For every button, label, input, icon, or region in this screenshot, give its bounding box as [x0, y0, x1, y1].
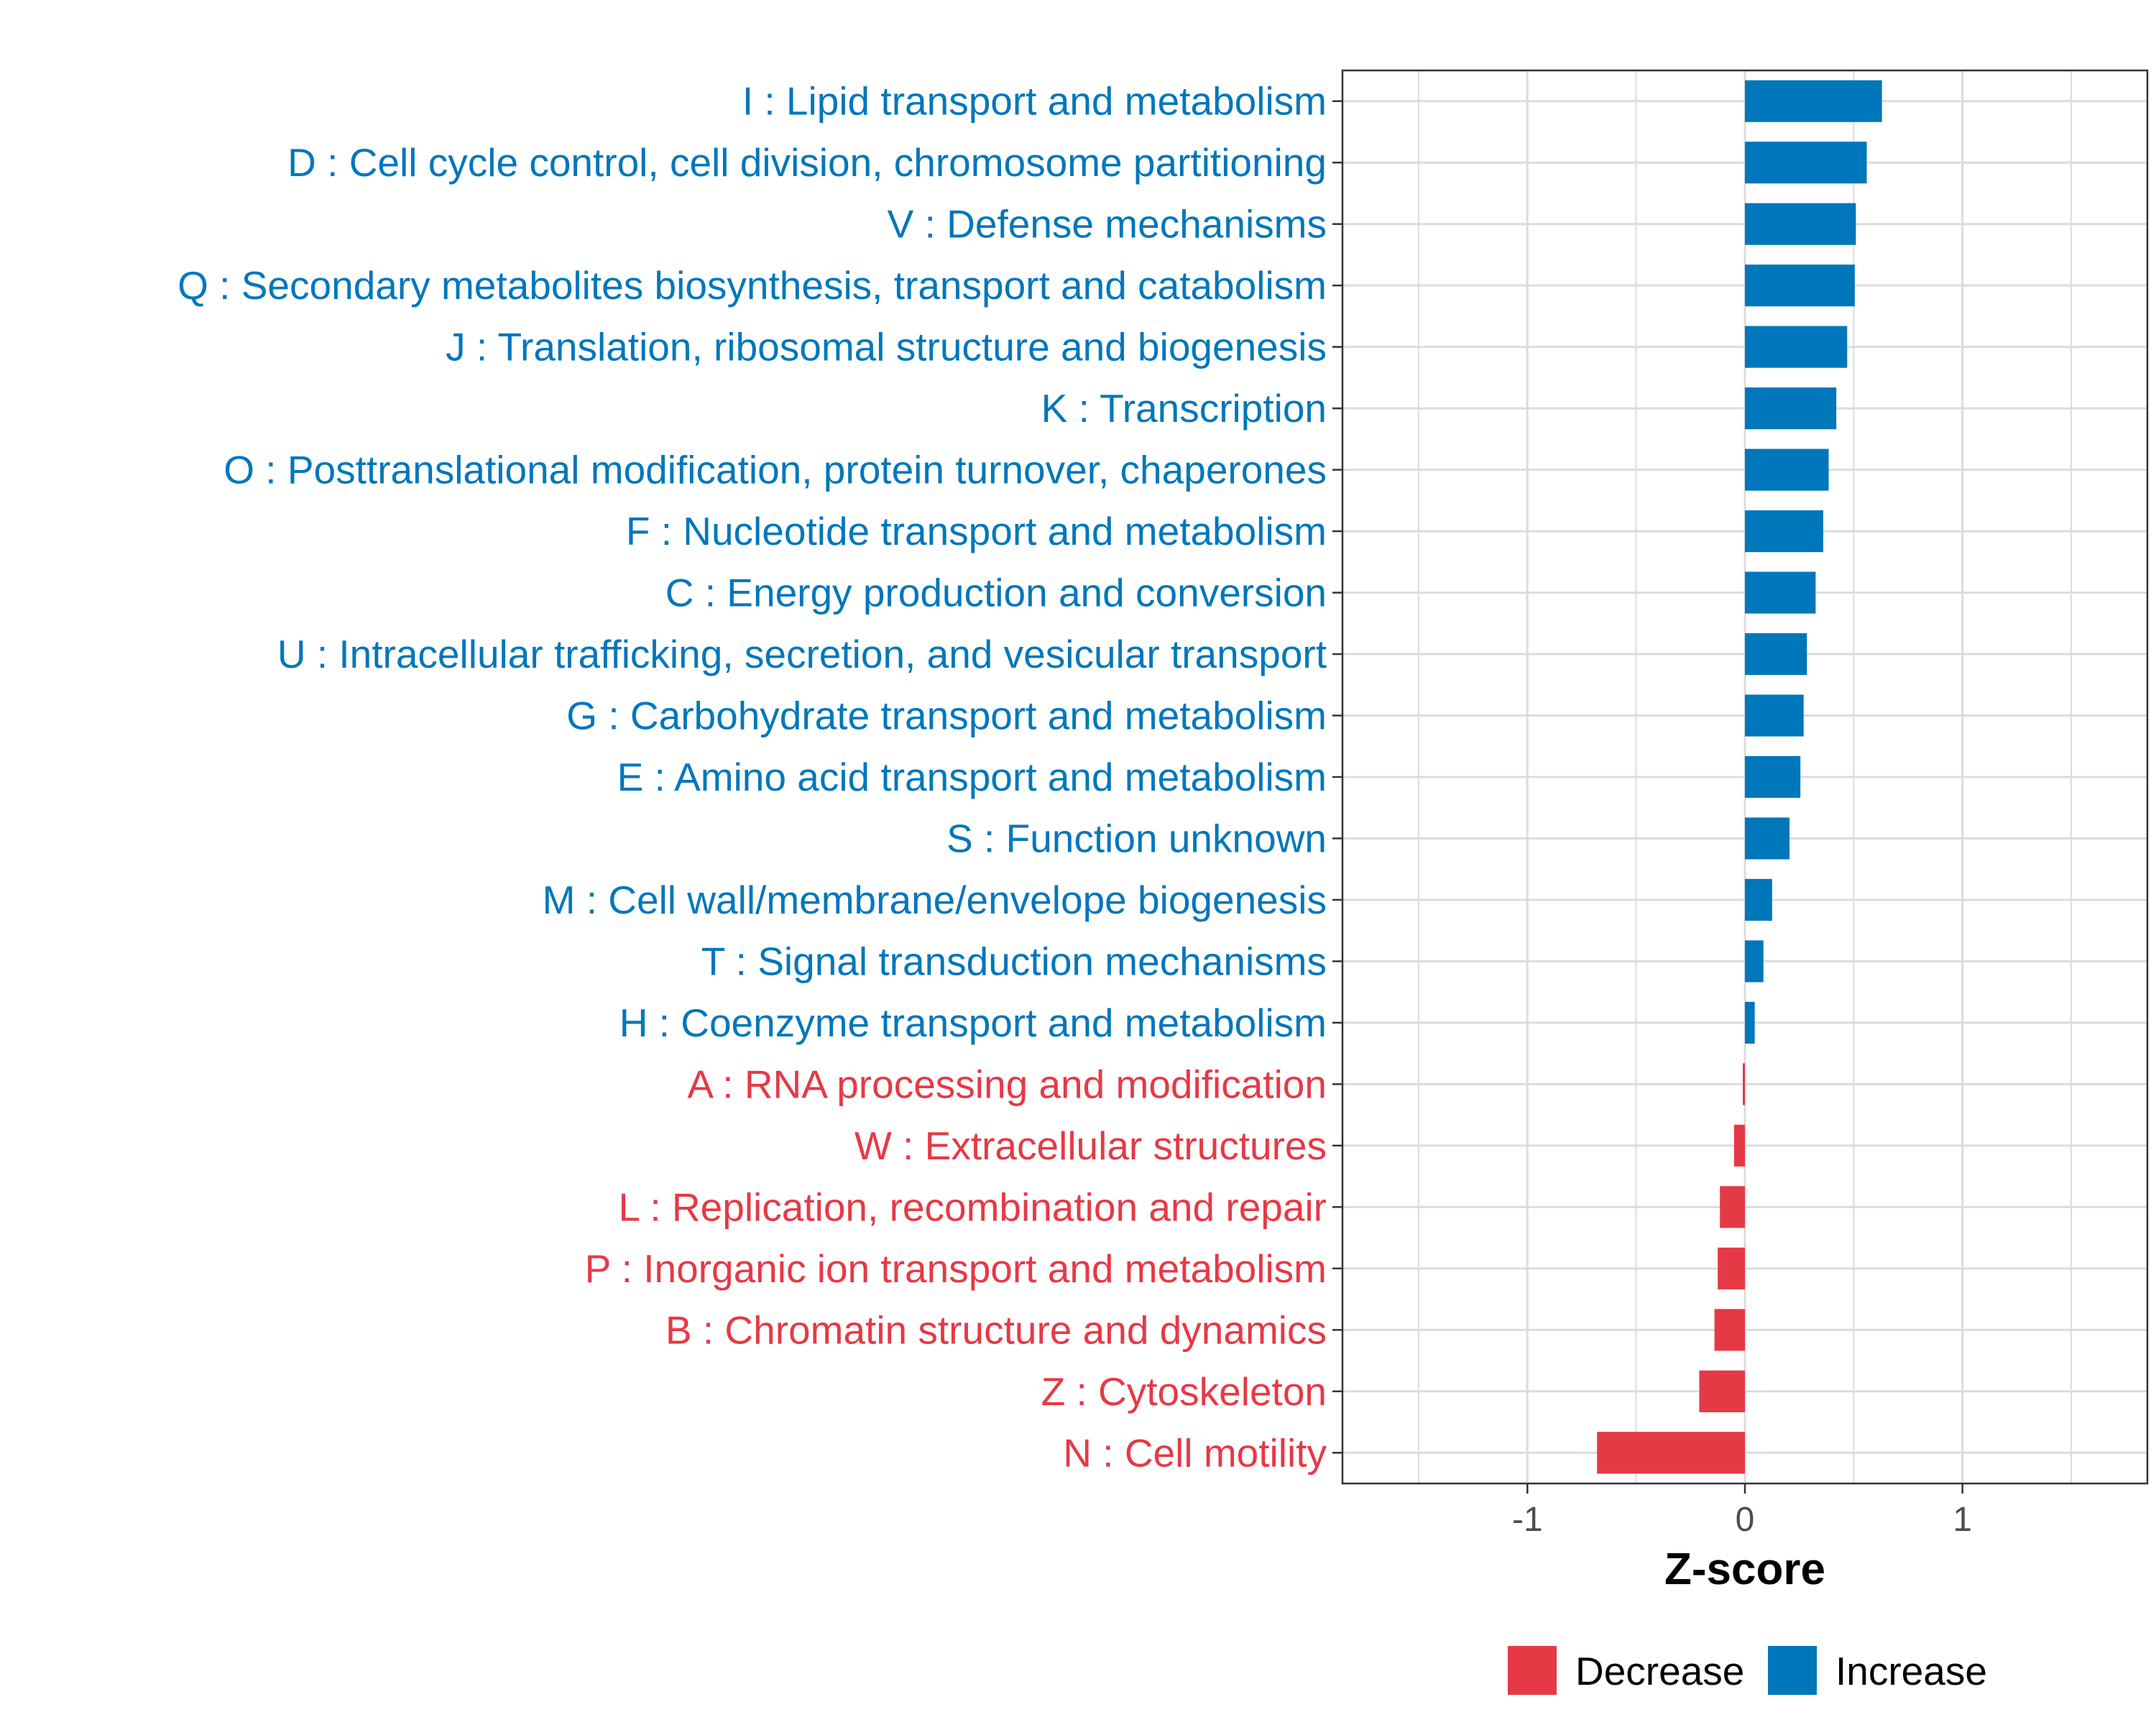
- category-label: V : Defense mechanisms: [888, 202, 1327, 247]
- category-label: W : Extracellular structures: [854, 1123, 1327, 1168]
- bar: [1745, 694, 1804, 737]
- category-label: B : Chromatin structure and dynamics: [665, 1307, 1327, 1352]
- bar: [1745, 264, 1855, 307]
- category-label: Q : Secondary metabolites biosynthesis, …: [178, 263, 1327, 308]
- bar: [1745, 755, 1801, 799]
- bar: [1745, 448, 1829, 491]
- bar: [1597, 1432, 1745, 1474]
- legend-swatch: [1508, 1646, 1557, 1695]
- bar: [1745, 203, 1856, 245]
- category-label: N : Cell motility: [1063, 1430, 1327, 1475]
- category-label: C : Energy production and conversion: [665, 571, 1327, 615]
- x-axis-title: Z-score: [1664, 1545, 1825, 1594]
- legend: Decrease Increase: [1508, 1646, 1987, 1695]
- category-label: F : Nucleotide transport and metabolism: [626, 509, 1327, 553]
- bar: [1745, 940, 1764, 983]
- category-label: U : Intracellular trafficking, secretion…: [277, 632, 1327, 676]
- bar: [1745, 142, 1867, 184]
- bar: [1699, 1370, 1745, 1412]
- category-label: M : Cell wall/membrane/envelope biogenes…: [543, 878, 1327, 922]
- legend-label: Increase: [1835, 1649, 1987, 1693]
- bar: [1745, 80, 1882, 122]
- bar: [1745, 878, 1772, 921]
- category-label: K : Transcription: [1041, 386, 1327, 431]
- category-label: P : Inorganic ion transport and metaboli…: [585, 1246, 1327, 1291]
- bar: [1733, 1124, 1745, 1167]
- bar: [1745, 326, 1848, 368]
- category-label: H : Coenzyme transport and metabolism: [619, 1000, 1327, 1045]
- legend-swatch: [1768, 1646, 1817, 1695]
- bar: [1720, 1186, 1745, 1228]
- bar: [1745, 817, 1790, 860]
- category-label: L : Replication, recombination and repai…: [619, 1184, 1327, 1229]
- x-tick-label: 0: [1736, 1501, 1755, 1539]
- category-label: A : RNA processing and modification: [687, 1062, 1327, 1106]
- legend-label: Decrease: [1575, 1649, 1744, 1693]
- bar: [1745, 1001, 1755, 1044]
- bar: [1745, 510, 1823, 553]
- category-label: O : Posttranslational modification, prot…: [224, 448, 1327, 492]
- bar: [1718, 1247, 1745, 1289]
- x-tick-label: 1: [1953, 1501, 1972, 1539]
- category-label: G : Carbohydrate transport and metabolis…: [566, 694, 1327, 738]
- category-label: J : Translation, ribosomal structure and…: [446, 325, 1327, 369]
- category-label: E : Amino acid transport and metabolism: [617, 755, 1327, 799]
- category-label: I : Lipid transport and metabolism: [742, 79, 1327, 124]
- bars: [1597, 80, 1882, 1474]
- category-label: S : Function unknown: [946, 816, 1327, 860]
- category-label: Z : Cytoskeleton: [1041, 1369, 1327, 1414]
- category-label: T : Signal transduction mechanisms: [701, 939, 1327, 983]
- x-axis-ticks: -1 0 1: [1512, 1484, 1972, 1539]
- bar: [1745, 571, 1816, 614]
- category-label: D : Cell cycle control, cell division, c…: [287, 140, 1327, 185]
- bar: [1714, 1309, 1745, 1351]
- x-tick-label: -1: [1512, 1501, 1543, 1539]
- bar: [1745, 387, 1837, 430]
- y-axis-ticks: I : Lipid transport and metabolism D : Ce…: [178, 79, 1342, 1475]
- bar: [1745, 632, 1807, 676]
- bar: [1742, 1063, 1745, 1105]
